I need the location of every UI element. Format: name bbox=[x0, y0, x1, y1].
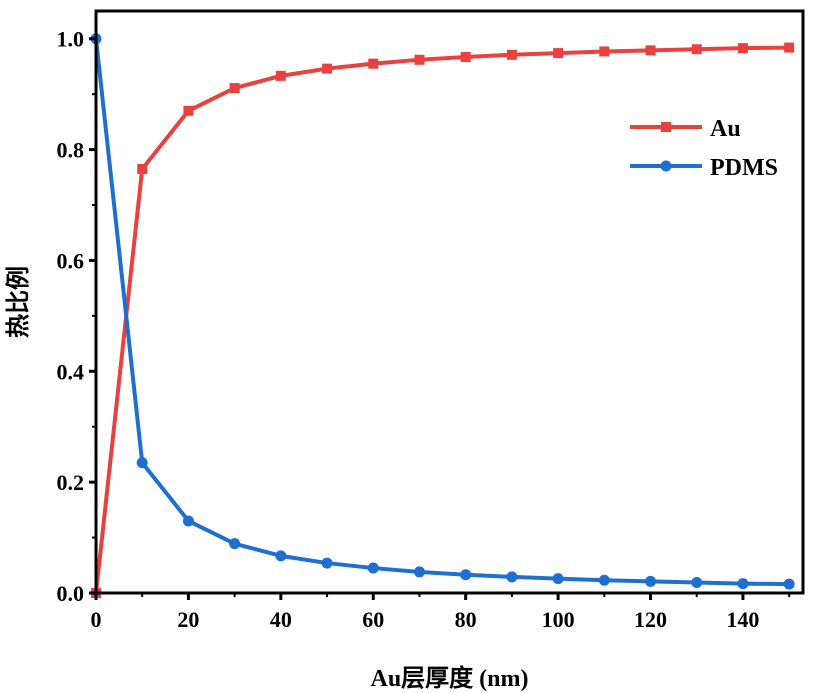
y-axis-title: 热比例 bbox=[5, 266, 32, 338]
legend-marker-au bbox=[661, 122, 671, 132]
y-tick-label: 1.0 bbox=[57, 27, 85, 52]
data-point-au bbox=[275, 70, 286, 81]
data-point-pdms bbox=[691, 576, 703, 588]
x-tick-label: 120 bbox=[634, 607, 667, 632]
legend-label-au: Au bbox=[710, 116, 741, 142]
series-line-pdms bbox=[94, 38, 790, 587]
data-point-pdms bbox=[506, 571, 518, 583]
data-point-au bbox=[784, 42, 795, 53]
legend-marker-pdms bbox=[660, 160, 672, 172]
series-line-au bbox=[94, 45, 790, 594]
data-point-pdms bbox=[598, 574, 610, 586]
data-point-pdms bbox=[460, 569, 472, 581]
y-tick-label: 0.8 bbox=[57, 138, 85, 163]
legend-label-pdms: PDMS bbox=[710, 155, 778, 181]
data-point-au bbox=[183, 105, 194, 116]
data-point-pdms bbox=[275, 550, 287, 562]
data-point-au bbox=[460, 52, 471, 63]
data-point-au bbox=[737, 43, 748, 54]
data-point-pdms bbox=[367, 562, 379, 574]
data-point-pdms bbox=[645, 575, 657, 587]
data-point-au bbox=[414, 54, 425, 65]
y-tick-label: 0.2 bbox=[57, 470, 85, 495]
data-point-au bbox=[229, 83, 240, 94]
data-point-au bbox=[506, 49, 517, 60]
data-point-pdms bbox=[413, 566, 425, 578]
x-axis-title: Au层厚度 (nm) bbox=[370, 664, 528, 692]
data-point-au bbox=[553, 48, 564, 59]
data-point-pdms bbox=[136, 457, 148, 469]
data-point-pdms bbox=[182, 515, 194, 527]
data-point-pdms bbox=[321, 557, 333, 569]
data-point-pdms bbox=[737, 578, 749, 590]
x-tick-label: 0 bbox=[91, 607, 102, 632]
x-tick-label: 140 bbox=[726, 607, 759, 632]
y-tick-label: 0.6 bbox=[57, 248, 85, 273]
y-tick-label: 0.0 bbox=[57, 581, 85, 606]
data-point-pdms bbox=[552, 573, 564, 585]
data-point-pdms bbox=[783, 578, 795, 590]
legend: Au PDMS bbox=[630, 116, 778, 181]
data-point-au bbox=[368, 58, 379, 69]
data-point-au bbox=[322, 63, 333, 74]
plot-frame bbox=[94, 9, 805, 595]
data-point-au bbox=[691, 44, 702, 55]
data-point-au bbox=[137, 163, 148, 174]
x-tick-label: 60 bbox=[362, 607, 384, 632]
x-tick-label: 100 bbox=[542, 607, 575, 632]
y-tick-label: 0.4 bbox=[57, 359, 85, 384]
x-tick-label: 40 bbox=[270, 607, 292, 632]
series-layer bbox=[90, 33, 795, 598]
data-point-au bbox=[645, 45, 656, 56]
x-tick-label: 80 bbox=[455, 607, 477, 632]
axes-layer bbox=[94, 9, 805, 595]
data-point-au bbox=[599, 46, 610, 57]
data-point-pdms bbox=[229, 538, 241, 550]
x-tick-label: 20 bbox=[177, 607, 199, 632]
ticks-layer: 0 20 40 60 80 100 120 140 0.0 0.2 0.4 0.6 0.8 1.0 bbox=[57, 27, 791, 632]
